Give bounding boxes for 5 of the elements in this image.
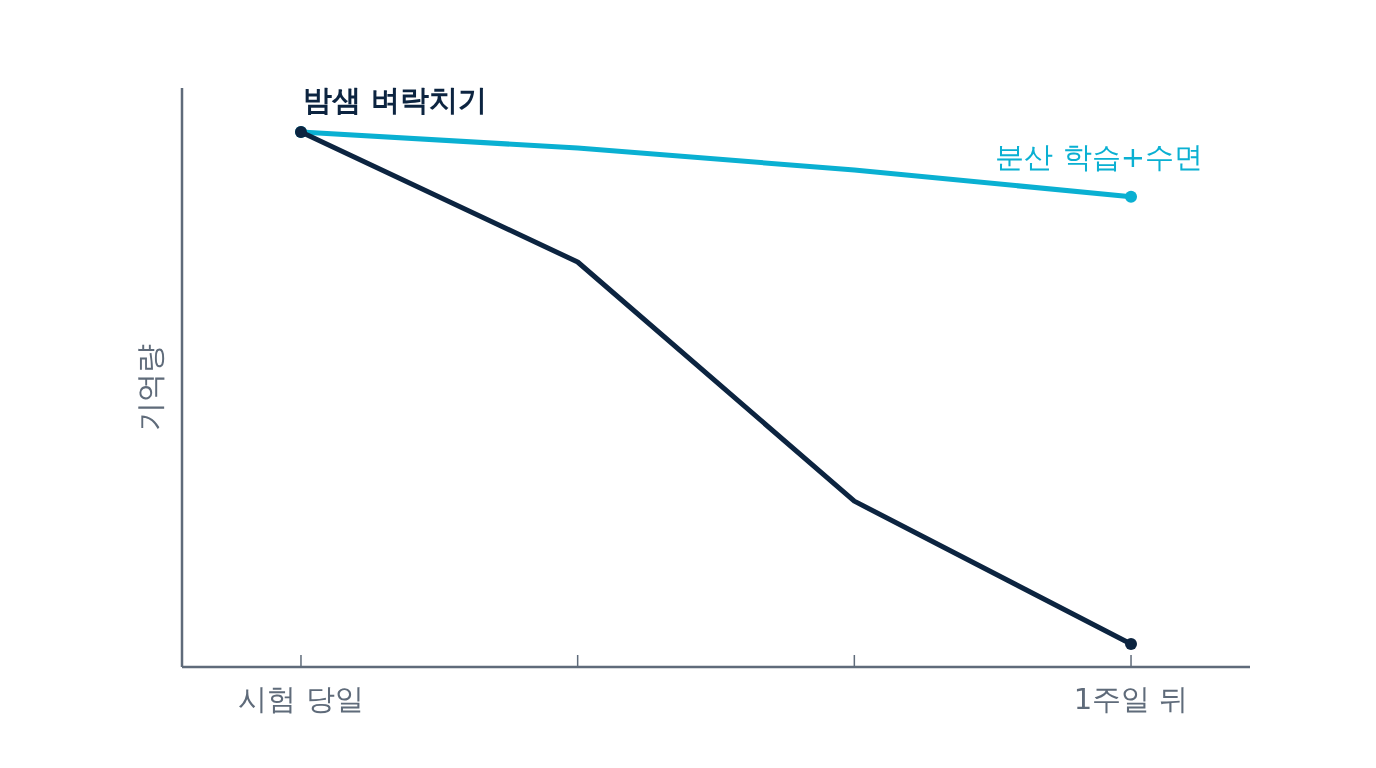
x-tick-label: 시험 당일: [238, 682, 364, 716]
x-tick-label: 1주일 뒤: [1073, 682, 1189, 716]
series-label: 밤샘 벼락치기: [302, 83, 488, 117]
y-axis-title: 기억량: [133, 344, 167, 431]
series-label: 분산 학습+수면: [995, 139, 1204, 174]
